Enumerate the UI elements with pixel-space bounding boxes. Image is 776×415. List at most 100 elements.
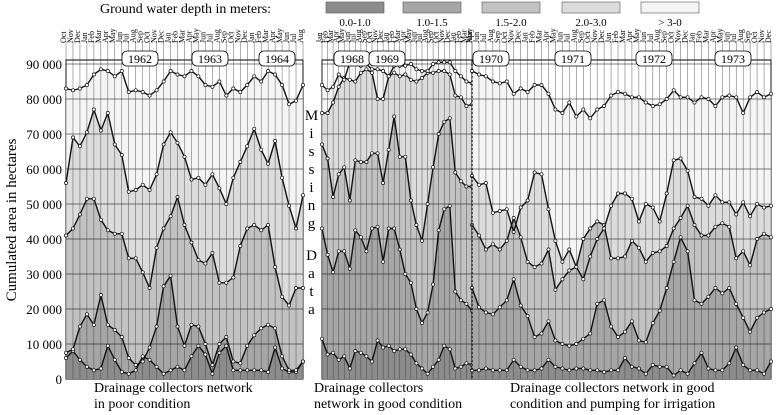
data-point [518, 205, 523, 210]
data-point [539, 331, 544, 336]
month-label: Jun [115, 32, 124, 43]
month-label: Dec [376, 30, 385, 43]
year-label: 1964 [265, 52, 289, 66]
data-point [532, 335, 537, 339]
data-point [692, 195, 697, 199]
month-label: Jul [348, 33, 357, 43]
data-point [511, 230, 516, 234]
data-point [210, 251, 215, 255]
month-label: Feb [87, 31, 96, 43]
data-point [518, 86, 523, 91]
missing-letter: a [308, 302, 316, 318]
data-point [706, 203, 711, 208]
data-point [358, 160, 363, 164]
data-point [119, 153, 124, 157]
data-point [560, 366, 565, 371]
data-point [595, 107, 600, 112]
data-point [133, 363, 138, 367]
data-point [266, 69, 271, 73]
data-point [189, 354, 194, 359]
data-point [98, 366, 103, 371]
data-point [168, 368, 173, 373]
data-point [678, 368, 683, 373]
data-point [525, 368, 530, 373]
data-point [414, 79, 419, 84]
data-point [442, 207, 447, 212]
year-label: 1970 [479, 52, 503, 66]
data-point [140, 270, 145, 275]
data-point [64, 356, 68, 360]
data-point [238, 361, 243, 366]
data-point [574, 114, 579, 119]
data-point [483, 310, 488, 315]
data-point [525, 314, 530, 318]
month-label: Nov [507, 29, 516, 43]
data-point [224, 202, 229, 206]
legend-label-2: 1.0-1.5 [416, 17, 448, 29]
data-point [168, 214, 173, 219]
data-point [574, 366, 579, 371]
legend: Ground water depth in meters: 0.0-1.0 1.0-… [100, 1, 700, 29]
data-point [259, 326, 264, 331]
month-label: Feb [528, 31, 537, 43]
data-point [769, 91, 773, 96]
data-point [650, 251, 655, 255]
data-point [629, 95, 634, 100]
data-point [336, 84, 341, 89]
data-point [453, 366, 458, 371]
missing-letter: D [306, 248, 318, 264]
data-point [71, 347, 75, 352]
data-point [203, 182, 208, 187]
data-point [287, 203, 292, 208]
data-point [98, 128, 103, 133]
data-point [453, 93, 458, 98]
data-point [364, 249, 369, 254]
data-point [252, 333, 257, 338]
month-label: Mar [535, 29, 544, 43]
data-point [546, 319, 551, 324]
data-point [678, 156, 683, 161]
data-point [699, 301, 704, 306]
month-label: Aug [354, 29, 363, 43]
data-point [623, 356, 627, 360]
data-point [609, 93, 614, 98]
data-point [189, 177, 194, 182]
data-point [616, 335, 620, 339]
data-point [623, 329, 627, 334]
data-point [259, 147, 264, 152]
data-point [490, 368, 495, 373]
data-point [553, 238, 558, 243]
data-point [301, 83, 305, 87]
month-label: Dec [764, 30, 773, 43]
month-label: Oct [59, 31, 68, 43]
data-point [408, 352, 413, 357]
data-point [609, 203, 614, 208]
data-point [112, 142, 117, 147]
data-point [636, 95, 641, 100]
data-point [84, 130, 89, 135]
data-point [609, 324, 614, 329]
data-point [553, 287, 558, 292]
data-point [458, 364, 463, 369]
data-point [245, 226, 250, 231]
year-box [635, 50, 673, 67]
month-label: Jan [604, 32, 613, 43]
data-point [664, 286, 669, 290]
data-point [168, 273, 173, 278]
month-label: Dec [443, 30, 452, 43]
month-label: Feb [171, 31, 180, 43]
data-point [224, 335, 229, 339]
data-point [497, 81, 502, 86]
data-point [546, 91, 551, 96]
data-point [175, 140, 180, 145]
data-point [602, 226, 607, 231]
month-label: May [548, 28, 557, 43]
data-point [420, 366, 424, 371]
data-point [497, 368, 502, 373]
month-label: Jun [282, 32, 291, 43]
data-point [727, 361, 732, 366]
data-point [560, 111, 565, 115]
data-point [442, 60, 447, 65]
data-point [734, 212, 739, 217]
month-label: Jan [521, 32, 530, 43]
